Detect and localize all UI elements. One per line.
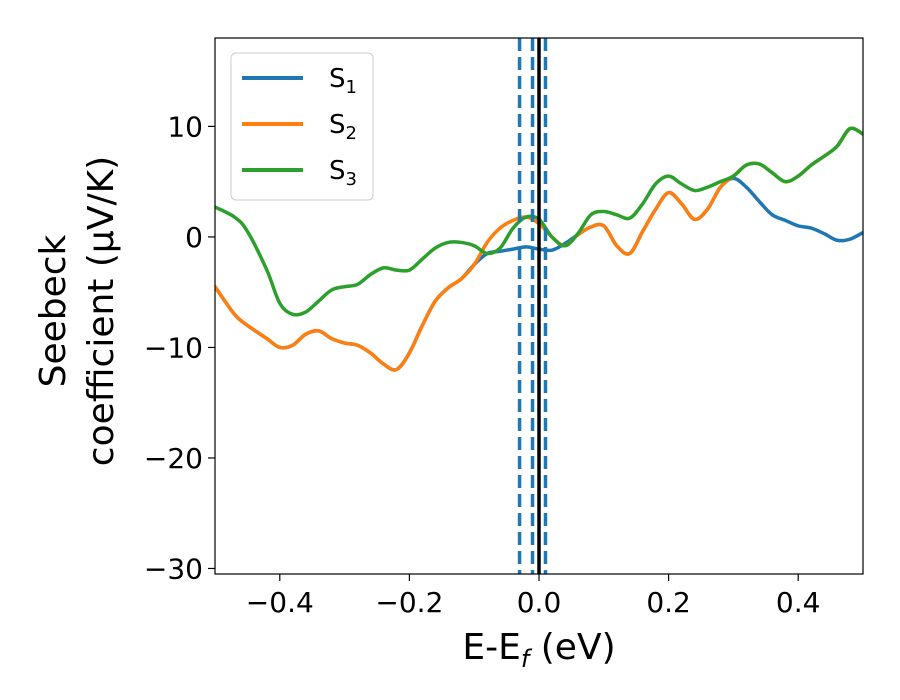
y-tick-label: 10: [167, 110, 203, 143]
legend-items: S1 S2 S3: [242, 64, 357, 190]
y-tick-label: −10: [144, 331, 203, 364]
legend-frame: [230, 52, 374, 201]
vline-layer: [517, 38, 548, 574]
legend-label-s1: S1: [329, 64, 357, 98]
y-axis-label-line2: coefficient (μV/K): [81, 156, 122, 466]
y-tick-label: −30: [144, 552, 203, 585]
y-axis-label-line1: Seebeck: [33, 234, 74, 387]
legend: S1 S2 S3: [230, 52, 374, 201]
y-axis-ticks: 10 0 −10 −20 −30: [144, 110, 215, 585]
legend-label-s3: S3: [329, 156, 357, 190]
x-tick-label: 0.0: [517, 586, 562, 619]
x-axis-ticks: −0.4 −0.2 0.0 0.2 0.4: [246, 574, 821, 619]
x-tick-label: −0.4: [246, 586, 314, 619]
series-line-s3: [215, 126, 863, 317]
x-axis-label-main: E-E: [462, 627, 520, 668]
legend-label-s2: S2: [329, 110, 357, 144]
x-tick-label: 0.4: [776, 586, 821, 619]
x-tick-label: 0.2: [646, 586, 691, 619]
x-axis-label-unit: (eV): [529, 627, 615, 668]
x-tick-label: −0.2: [375, 586, 443, 619]
y-axis-label: Seebeck coefficient (μV/K): [33, 156, 122, 466]
x-axis-label: E-Ef (eV): [462, 627, 615, 673]
y-tick-label: 0: [185, 221, 203, 254]
y-tick-label: −20: [144, 442, 203, 475]
